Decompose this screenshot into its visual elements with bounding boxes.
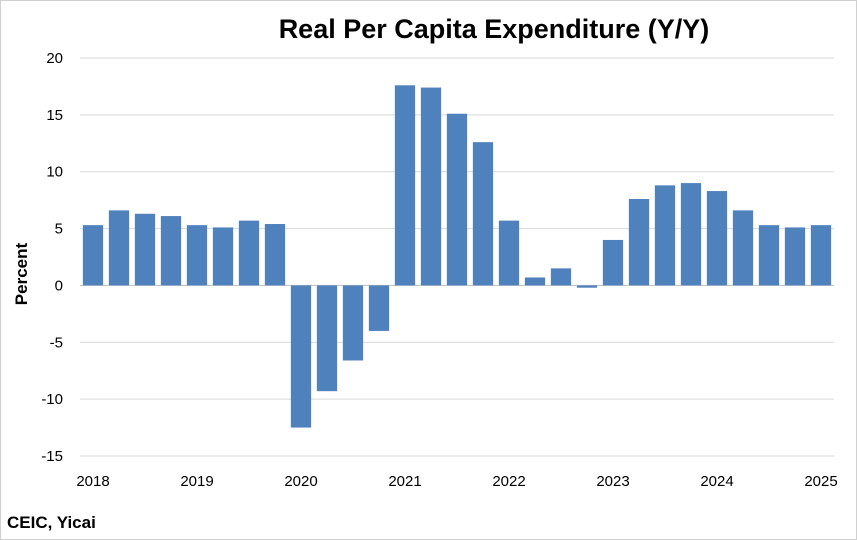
bar [524, 277, 546, 286]
x-tick-label: 2019 [180, 473, 213, 490]
bar [368, 285, 390, 331]
x-tick-label: 2025 [804, 473, 837, 490]
bar [342, 285, 364, 361]
source-note: CEIC, Yicai [7, 513, 96, 532]
chart-title: Real Per Capita Expenditure (Y/Y) [279, 14, 710, 44]
bar [264, 224, 286, 286]
bar [654, 185, 676, 286]
bar [472, 142, 494, 286]
bar [680, 183, 702, 286]
bar [498, 220, 520, 286]
y-axis-title: Percent [12, 242, 31, 305]
x-tick-label: 2024 [700, 473, 733, 490]
x-tick-label: 2023 [596, 473, 629, 490]
bar [446, 113, 468, 286]
bar [732, 210, 754, 286]
y-tick-label: 10 [46, 164, 63, 181]
bar [758, 225, 780, 286]
x-axis-ticks: 2018 2019 2020 2021 2022 2023 2024 2025 [76, 473, 837, 490]
x-tick-label: 2021 [388, 473, 421, 490]
bar [628, 199, 650, 286]
bar [186, 225, 208, 286]
bar [420, 87, 442, 286]
bar [706, 191, 728, 286]
x-tick-label: 2022 [492, 473, 525, 490]
y-tick-label: -5 [50, 334, 63, 351]
y-tick-label: 20 [46, 50, 63, 67]
y-tick-label: -10 [41, 391, 63, 408]
y-tick-label: 5 [55, 221, 63, 238]
bar [316, 285, 338, 392]
y-tick-label: 15 [46, 107, 63, 124]
bar [238, 220, 260, 286]
bar [134, 213, 156, 286]
bar [108, 210, 130, 286]
y-tick-label: -15 [41, 448, 63, 465]
bar [82, 225, 104, 286]
bar [784, 227, 806, 286]
bar [810, 225, 832, 286]
bar [394, 85, 416, 286]
bar [602, 239, 624, 286]
bar [160, 216, 182, 286]
x-tick-label: 2018 [76, 473, 109, 490]
bar [550, 268, 572, 286]
bar [576, 285, 598, 288]
y-axis-ticks: 20 15 10 5 0 -5 -10 -15 [41, 50, 63, 465]
y-tick-label: 0 [55, 277, 63, 294]
bar [212, 227, 234, 286]
x-tick-label: 2020 [284, 473, 317, 490]
bars [82, 85, 832, 428]
bar [290, 285, 312, 428]
